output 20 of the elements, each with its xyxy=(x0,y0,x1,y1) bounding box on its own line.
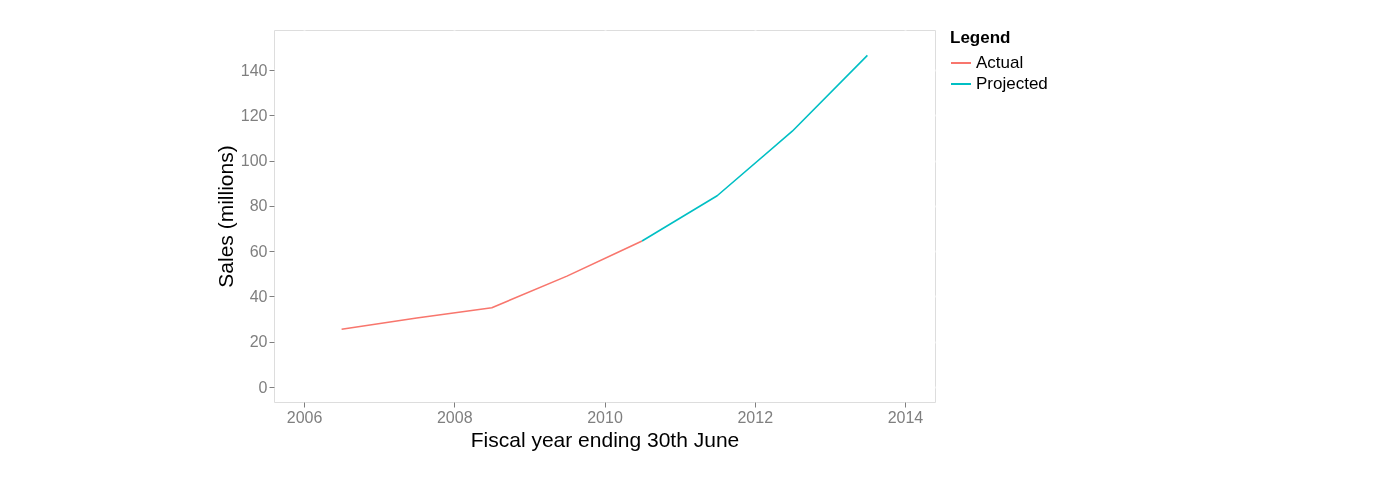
y-tick-label: 80 xyxy=(249,197,268,215)
x-tick-label: 2010 xyxy=(587,408,623,426)
x-tick-label: 2008 xyxy=(436,408,473,426)
legend-label: Projected xyxy=(976,74,1048,93)
y-tick-label: 0 xyxy=(258,378,268,396)
line-series xyxy=(340,240,643,331)
line-series xyxy=(641,54,869,242)
legend-title: Legend xyxy=(950,28,1011,47)
y-tick-label: 60 xyxy=(249,242,268,260)
x-tick-label: 2014 xyxy=(887,408,924,426)
y-axis-title: Sales (millions) xyxy=(213,145,237,288)
y-tick-label: 100 xyxy=(240,152,268,170)
legend-label: Actual xyxy=(976,53,1024,72)
y-tick-label: 20 xyxy=(249,333,268,351)
x-tick-label: 2012 xyxy=(737,408,774,426)
x-tick-label: 2006 xyxy=(286,408,323,426)
y-tick-label: 140 xyxy=(240,61,268,79)
y-tick-label: 120 xyxy=(240,106,268,124)
y-tick-label: 40 xyxy=(249,287,268,305)
x-axis-title: Fiscal year ending 30th June xyxy=(470,427,740,451)
